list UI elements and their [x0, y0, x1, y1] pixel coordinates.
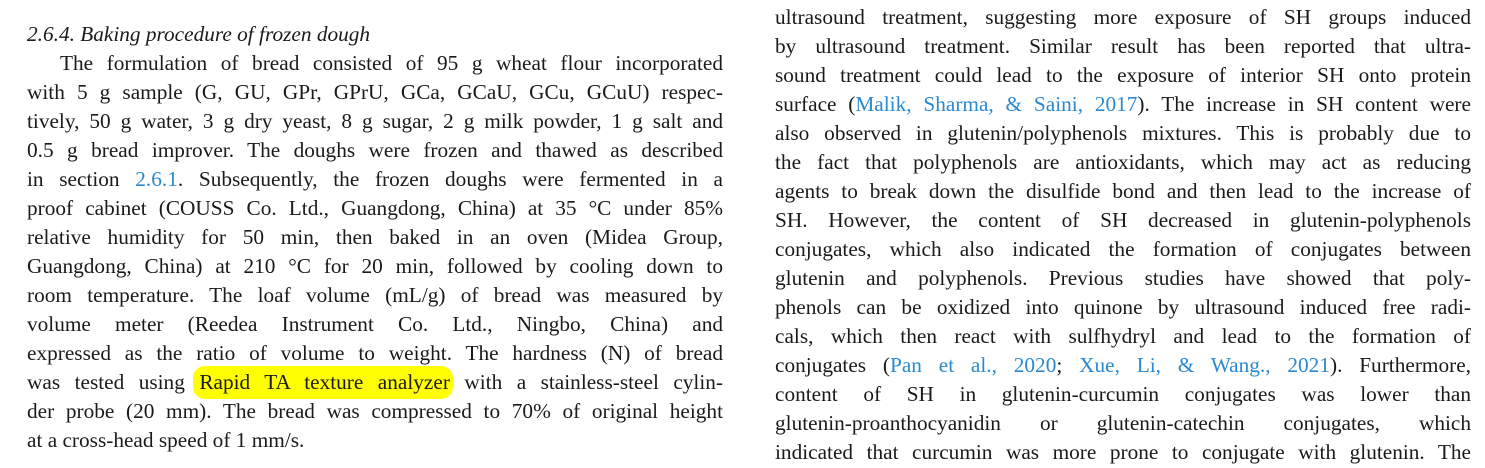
text-line: by ultrasound treatment. Similar result … [775, 32, 1471, 61]
text-line: SH. However, the content of SH decreased… [775, 206, 1471, 235]
text-segment: der probe (20 mm). The bread was compres… [27, 399, 723, 423]
text-line: surface (Malik, Sharma, & Saini, 2017). … [775, 90, 1471, 119]
text-line: conjugates (Pan et al., 2020; Xue, Li, &… [775, 351, 1471, 380]
text-line: was tested using Rapid TA texture analyz… [27, 366, 724, 399]
text-line: relative humidity for 50 min, then baked… [27, 223, 723, 252]
text-line: ultrasound treatment, suggesting more ex… [775, 3, 1471, 32]
text-segment: content of SH in glutenin-curcumin conju… [775, 382, 1471, 406]
text-segment: The formulation of bread consisted of 95… [60, 51, 723, 75]
citation-link[interactable]: Xue, Li, & Wang., 2021 [1079, 353, 1330, 377]
text-segment: by ultrasound treatment. Similar result … [775, 34, 1471, 58]
text-line: in section 2.6.1. Subsequently, the froz… [27, 165, 723, 194]
text-line: phenols can be oxidized into quinone by … [775, 293, 1471, 322]
text-segment: Guangdong, China) at 210 °C for 20 min, … [27, 254, 723, 278]
text-segment: SH. However, the content of SH decreased… [775, 208, 1471, 232]
text-line: room temperature. The loaf volume (mL/g)… [27, 281, 723, 310]
text-line: Guangdong, China) at 210 °C for 20 min, … [27, 252, 723, 281]
right-column: ultrasound treatment, suggesting more ex… [775, 3, 1471, 467]
text-line: 0.5 g bread improver. The doughs were fr… [27, 136, 723, 165]
text-line: glutenin-proanthocyanidin or glutenin-ca… [775, 409, 1471, 438]
text-line: with 5 g sample (G, GU, GPr, GPrU, GCa, … [27, 78, 723, 107]
text-segment: ). The increase in SH content were [1137, 92, 1471, 116]
highlighted-text: Rapid TA texture analyzer [193, 366, 453, 399]
text-segment: glutenin and polyphenols. Previous studi… [775, 266, 1471, 290]
text-segment: phenols can be oxidized into quinone by … [775, 295, 1471, 319]
text-segment: volume meter (Reedea Instrument Co. Ltd.… [27, 312, 723, 336]
text-line: tively, 50 g water, 3 g dry yeast, 8 g s… [27, 107, 723, 136]
text-segment: agents to break down the disulfide bond … [775, 179, 1471, 203]
text-segment: indicated that curcumin was more prone t… [775, 440, 1471, 464]
text-segment: cals, which then react with sulfhydryl a… [775, 324, 1471, 348]
text-segment: surface ( [775, 92, 856, 116]
text-line: indicated that curcumin was more prone t… [775, 438, 1471, 467]
citation-link[interactable]: Pan et al., 2020 [889, 353, 1057, 377]
text-segment: relative humidity for 50 min, then baked… [27, 225, 723, 249]
text-segment: . Subsequently, the frozen doughs were f… [177, 167, 723, 191]
citation-link[interactable]: Malik, Sharma, & Saini, 2017 [855, 92, 1138, 116]
text-segment: expressed as the ratio of volume to weig… [27, 341, 723, 365]
text-line: also observed in glutenin/polyphenols mi… [775, 119, 1471, 148]
text-segment: ultrasound treatment, suggesting more ex… [775, 5, 1471, 29]
text-segment: ). Furthermore, [1329, 353, 1471, 377]
section-heading: 2.6.4. Baking procedure of frozen dough [27, 22, 371, 46]
text-line: glutenin and polyphenols. Previous studi… [775, 264, 1471, 293]
text-segment: also observed in glutenin/polyphenols mi… [775, 121, 1471, 145]
text-segment: with 5 g sample (G, GU, GPr, GPrU, GCa, … [27, 80, 723, 104]
text-segment: conjugates ( [775, 353, 890, 377]
text-segment: with a stainless-steel cylin- [449, 370, 724, 394]
text-segment: in section [27, 167, 136, 191]
text-line: agents to break down the disulfide bond … [775, 177, 1471, 206]
text-segment: conjugates, which also indicated the for… [775, 237, 1471, 261]
text-segment: ; [1056, 353, 1080, 377]
text-line: proof cabinet (COUSS Co. Ltd., Guangdong… [27, 194, 723, 223]
text-line: content of SH in glutenin-curcumin conju… [775, 380, 1471, 409]
text-segment: sound treatment could lead to the exposu… [775, 63, 1471, 87]
text-line: volume meter (Reedea Instrument Co. Ltd.… [27, 310, 723, 339]
left-column: 2.6.4. Baking procedure of frozen dough … [27, 20, 723, 455]
text-line: cals, which then react with sulfhydryl a… [775, 322, 1471, 351]
text-segment: at a cross-head speed of 1 mm/s. [27, 428, 305, 452]
text-segment: the fact that polyphenols are antioxidan… [775, 150, 1471, 174]
text-line: sound treatment could lead to the exposu… [775, 61, 1471, 90]
text-line: The formulation of bread consisted of 95… [27, 49, 723, 78]
text-segment: 0.5 g bread improver. The doughs were fr… [27, 138, 723, 162]
text-line: conjugates, which also indicated the for… [775, 235, 1471, 264]
text-line: the fact that polyphenols are antioxidan… [775, 148, 1471, 177]
text-segment: tively, 50 g water, 3 g dry yeast, 8 g s… [27, 109, 723, 133]
text-line: der probe (20 mm). The bread was compres… [27, 397, 723, 426]
text-segment: was tested using [27, 370, 200, 394]
citation-link[interactable]: 2.6.1 [135, 167, 178, 191]
text-segment: room temperature. The loaf volume (mL/g)… [27, 283, 723, 307]
text-segment: glutenin-proanthocyanidin or glutenin-ca… [775, 411, 1471, 435]
text-line: expressed as the ratio of volume to weig… [27, 339, 723, 368]
text-line: at a cross-head speed of 1 mm/s. [27, 426, 723, 455]
text-segment: proof cabinet (COUSS Co. Ltd., Guangdong… [27, 196, 723, 220]
